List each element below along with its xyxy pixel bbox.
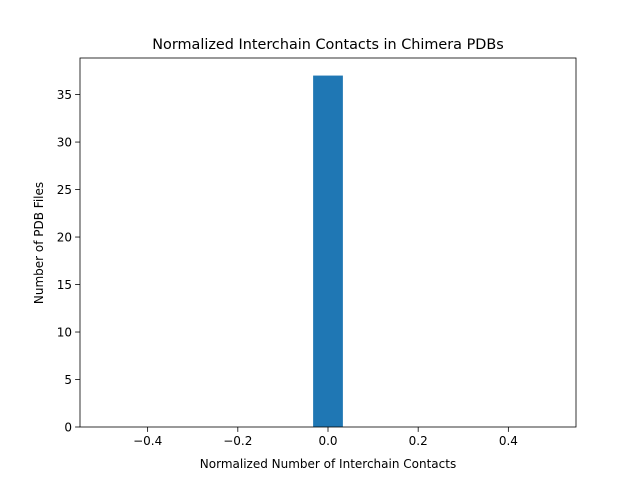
y-tick-label: 35 (57, 88, 72, 102)
y-tick-label: 0 (64, 420, 72, 434)
y-tick-label: 10 (57, 325, 72, 339)
chart-title: Normalized Interchain Contacts in Chimer… (152, 37, 503, 53)
y-tick-label: 25 (57, 183, 72, 197)
y-tick-label: 15 (57, 278, 72, 292)
y-tick-label: 5 (64, 373, 72, 387)
x-tick-label: 0.0 (318, 434, 337, 448)
x-tick-label: 0.4 (499, 434, 518, 448)
y-axis-ticks: 0 5 10 15 20 25 30 35 (57, 88, 80, 434)
x-tick-label: −0.4 (133, 434, 162, 448)
y-tick-label: 20 (57, 230, 72, 244)
x-tick-label: 0.2 (409, 434, 428, 448)
x-axis-label: Normalized Number of Interchain Contacts (200, 457, 456, 471)
y-axis-label: Number of PDB Files (32, 182, 46, 304)
histogram-bar (313, 75, 343, 428)
x-tick-label: −0.2 (223, 434, 252, 448)
x-axis-ticks: −0.4 −0.2 0.0 0.2 0.4 (133, 427, 518, 448)
y-tick-label: 30 (57, 135, 72, 149)
bars-group (313, 75, 343, 428)
